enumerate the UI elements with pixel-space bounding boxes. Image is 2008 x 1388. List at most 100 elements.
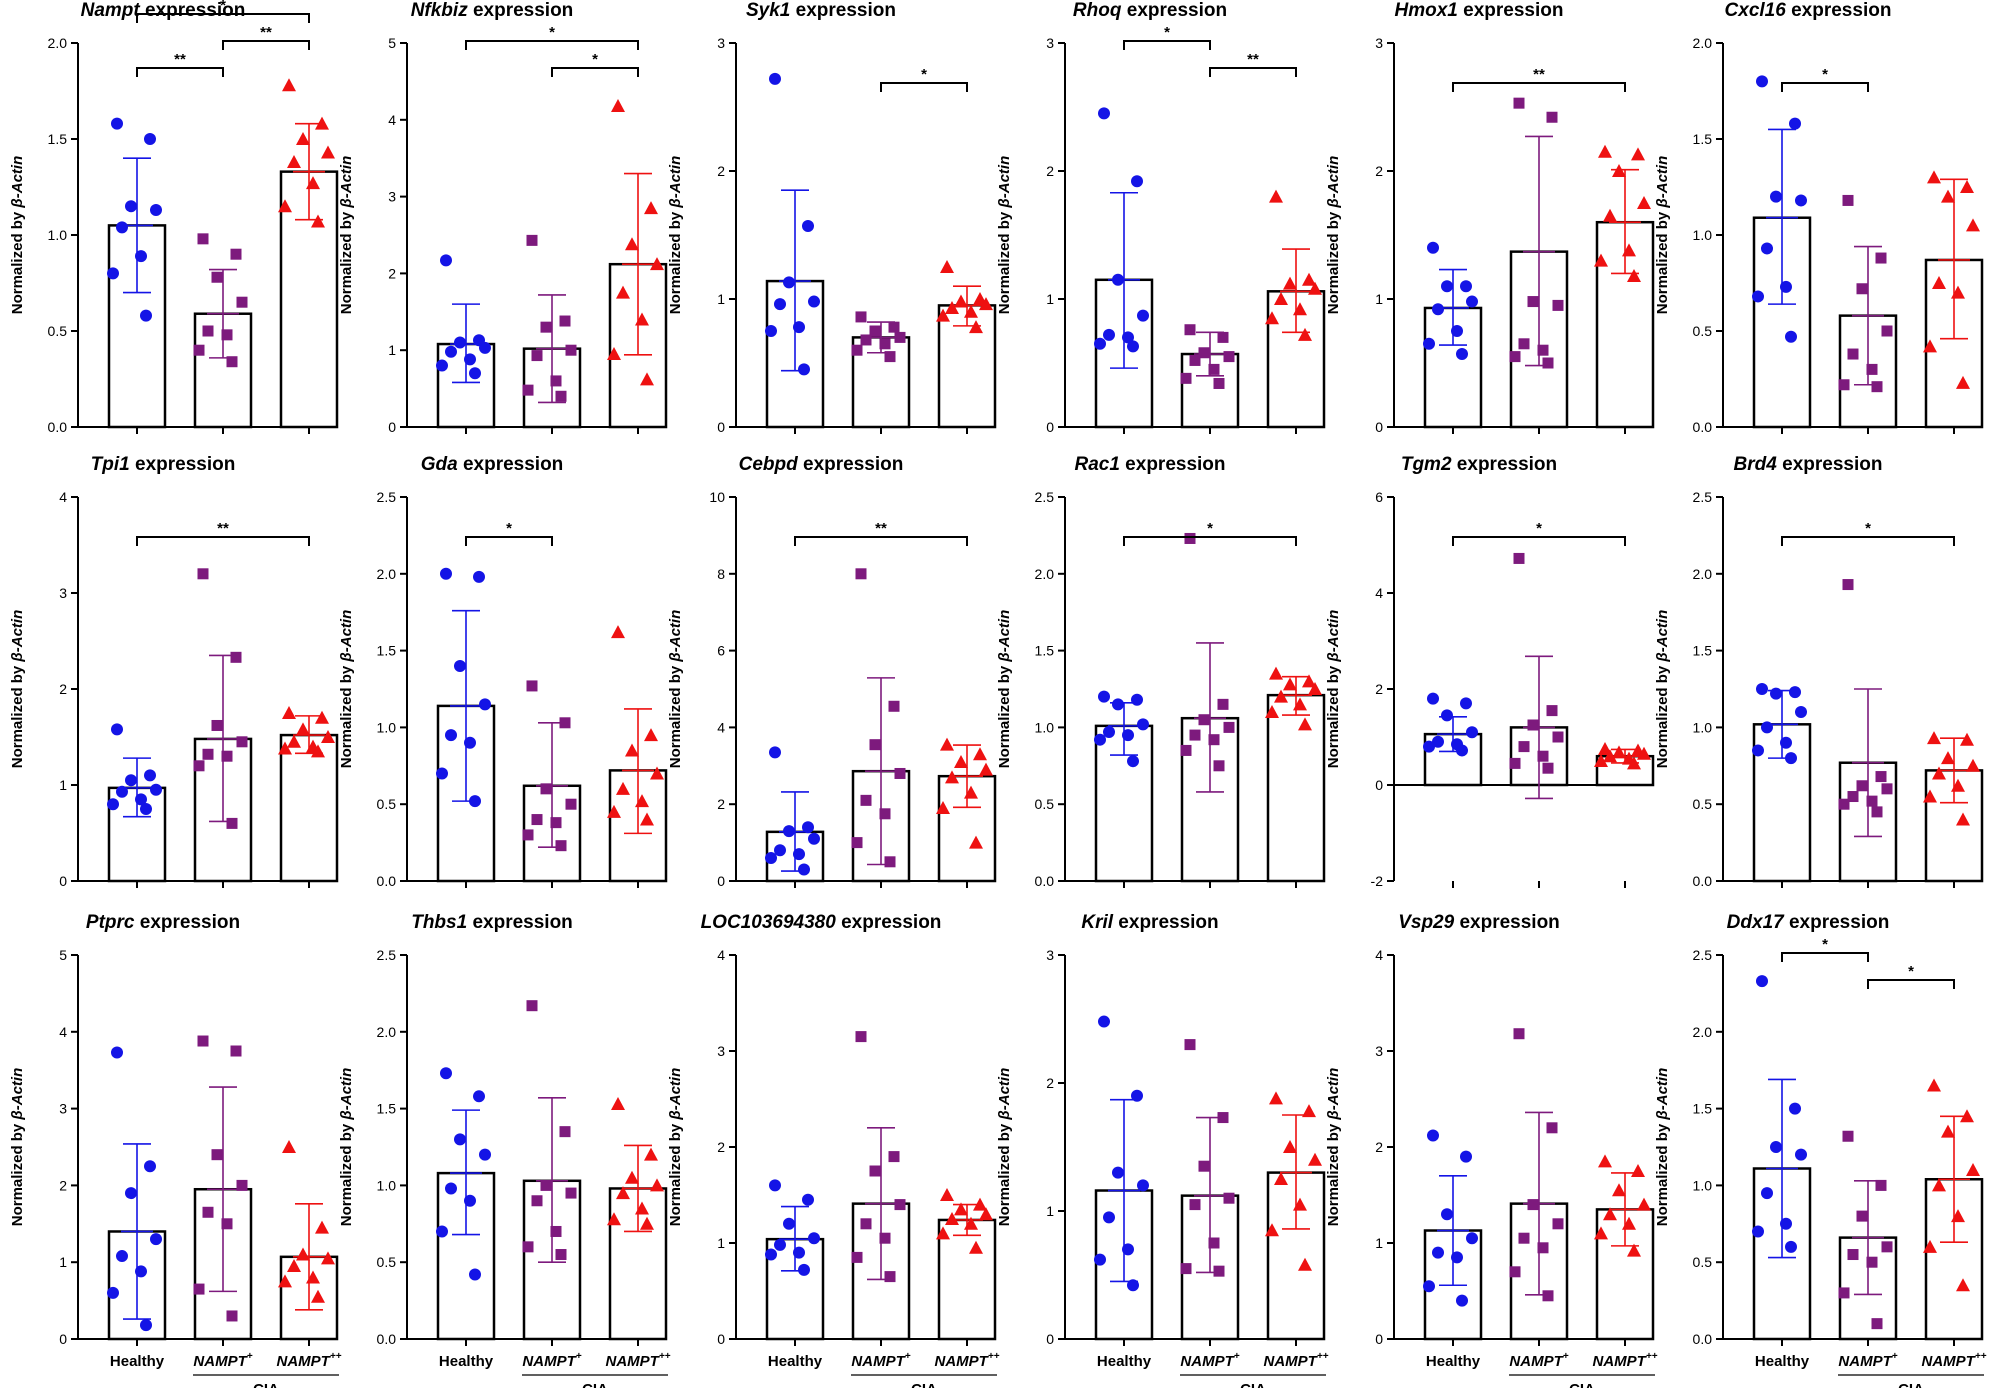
data-point-nampt-plusplus [1274,292,1288,305]
data-point-nampt-plusplus [1308,1152,1322,1166]
data-point-nampt-plus [230,651,242,663]
y-label-prefix: Normalized by [338,208,355,315]
data-point-nampt-plusplus [1302,674,1316,688]
data-point-nampt-plus [1223,721,1235,733]
data-point-nampt-plusplus [640,372,654,386]
data-point-nampt-plusplus [964,304,978,318]
data-point-nampt-plus [894,767,906,779]
gene-name: Gda [421,454,458,475]
data-point-nampt-plus [1208,1237,1220,1249]
data-point-healthy [765,1248,777,1261]
data-point-nampt-plusplus [1966,758,1980,772]
data-point-nampt-plus [879,808,891,820]
data-point-nampt-plusplus [616,781,630,795]
data-point-nampt-plus [1866,1256,1878,1268]
data-point-nampt-plus [236,296,248,308]
significance-label: ** [260,24,272,41]
significance-bracket [1209,67,1297,77]
data-point-healthy [135,793,147,806]
data-point-healthy [445,345,457,358]
y-axis-label: Normalized by β-Actin [338,1068,355,1227]
chart-title: Brd4 expression [1734,454,1883,475]
data-point-nampt-plusplus [611,98,625,112]
y-label-gene: β-Actin [996,156,1013,209]
y-tick-label: 1.0 [377,719,397,735]
y-label-gene: β-Actin [9,156,26,209]
data-point-nampt-plus [1838,379,1850,391]
data-point-healthy [1131,175,1143,188]
gene-name: Thbs1 [411,912,467,933]
data-point-nampt-plusplus [1302,1104,1316,1118]
group-name: Healthy [1426,1353,1481,1370]
title-suffix: expression [1786,0,1892,21]
gene-name: Cebpd [739,454,799,475]
data-point-nampt-plusplus [1960,180,1974,193]
y-tick-label: 1.0 [377,1177,397,1193]
group-label: NAMPT++ [1592,1351,1657,1370]
data-point-nampt-plus [1223,1192,1235,1204]
title-suffix: expression [1777,454,1883,475]
data-point-healthy [1098,1015,1110,1028]
data-point-nampt-plus [1546,1122,1558,1134]
y-label-prefix: Normalized by [1654,1120,1671,1227]
data-point-nampt-plus [1542,762,1554,774]
data-point-nampt-plusplus [1622,243,1636,257]
chart-title: Nampt expression [81,0,246,21]
data-point-nampt-plusplus [287,1259,301,1273]
chart-title: Kril expression [1081,912,1218,933]
y-axis-label: Normalized by β-Actin [338,610,355,769]
group-sup: ++ [1975,1351,1987,1362]
data-point-nampt-plus [855,1031,867,1043]
group-label: NAMPT++ [276,1351,341,1370]
data-point-nampt-plus [526,234,538,246]
data-point-nampt-plusplus [1631,147,1645,161]
data-point-healthy [469,1268,481,1281]
data-point-healthy [1137,1179,1149,1192]
chart-panel-nfkbiz: Nfkbiz expression 0 1 2 3 4 5 Normalized by β-A… [338,0,668,435]
group-label: NAMPT+ [193,1351,252,1370]
data-point-nampt-plus [1552,1218,1564,1230]
significance-bracket [136,13,310,23]
y-tick-label: 0.0 [1693,1331,1713,1347]
data-point-nampt-plusplus [954,754,968,768]
data-point-nampt-plus [1217,1112,1229,1124]
data-point-nampt-plusplus [611,1096,625,1110]
data-point-healthy [1460,1150,1472,1163]
data-point-nampt-plusplus [640,1216,654,1230]
data-point-nampt-plus [860,794,872,806]
data-point-healthy [1756,75,1768,88]
data-point-nampt-plus [230,248,242,260]
y-label-gene: β-Actin [667,610,684,663]
data-point-healthy [808,295,820,308]
data-point-healthy [1427,1129,1439,1142]
title-suffix: expression [130,454,236,475]
y-tick-label: 5 [388,35,396,51]
y-label-gene: β-Actin [996,1068,1013,1121]
data-point-nampt-plus [1537,344,1549,356]
data-point-nampt-plusplus [973,1197,987,1211]
data-point-healthy [1756,975,1768,988]
y-axis-label: Normalized by β-Actin [9,610,26,769]
y-tick-label: 2 [1375,163,1383,179]
data-point-nampt-plusplus [1923,789,1937,803]
y-axis-label: Normalized by β-Actin [338,156,355,315]
data-point-nampt-plusplus [1598,1154,1612,1168]
data-point-nampt-plusplus [1612,164,1626,177]
data-point-nampt-plus [226,817,238,829]
data-point-nampt-plusplus [1298,1257,1312,1271]
title-suffix: expression [458,454,564,475]
data-point-nampt-plusplus [644,728,658,742]
group-label: NAMPT++ [1921,1351,1986,1370]
data-point-nampt-plusplus [1932,766,1946,780]
y-tick-label: 0.0 [377,1331,397,1347]
significance-bracket [1452,536,1626,546]
data-point-nampt-plus [888,1151,900,1163]
group-name: Healthy [1097,1353,1152,1370]
data-point-healthy [440,254,452,267]
data-point-nampt-plusplus [954,1202,968,1216]
data-point-nampt-plusplus [644,201,658,215]
chart-title: Rac1 expression [1074,454,1225,475]
y-tick-label: 1.0 [1693,719,1713,735]
data-point-nampt-plusplus [278,1274,292,1288]
data-point-healthy [1131,1089,1143,1102]
